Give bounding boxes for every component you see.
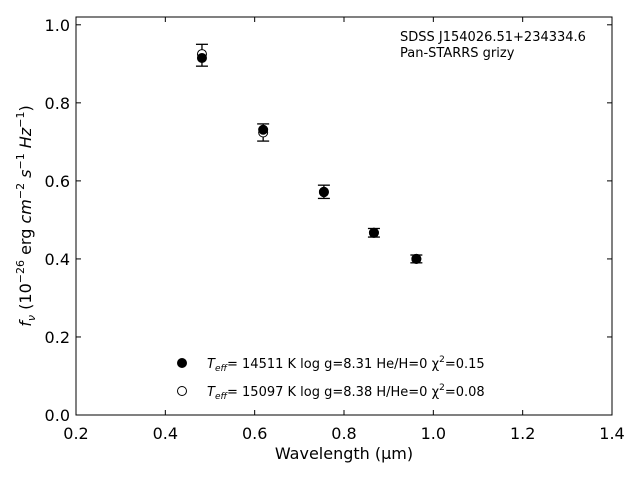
x-tick-label: 1.0 [421, 424, 446, 443]
y-tick-label: 1.0 [45, 16, 70, 35]
error-bars [195, 43, 423, 264]
model-point-filled [318, 187, 329, 198]
y-tick-label: 0.0 [45, 406, 70, 425]
x-tick-label: 1.2 [510, 424, 535, 443]
y-tick-label: 0.6 [45, 172, 70, 191]
y-axis-ticks: 0.0 0.2 0.4 0.6 0.8 1.0 [45, 16, 612, 425]
x-tick-label: 0.8 [331, 424, 356, 443]
x-tick-label: 1.4 [599, 424, 624, 443]
object-name-annotation: SDSS J154026.51+234334.6 [400, 30, 586, 45]
data-points [196, 49, 422, 264]
y-tick-label: 0.8 [45, 94, 70, 113]
y-axis-title: fν (10−26 erg cm−2 s−1 Hz−1) [14, 105, 38, 326]
x-tick-label: 0.4 [153, 424, 178, 443]
legend: Teff= 14511 K log g=8.31 He/H=0 χ2=0.15 … [177, 355, 485, 402]
x-tick-label: 0.6 [242, 424, 267, 443]
y-tick-label: 0.4 [45, 250, 70, 269]
x-axis-ticks: 0.2 0.4 0.6 0.8 1.0 1.2 1.4 [63, 17, 625, 443]
survey-annotation: Pan-STARRS grizy [400, 46, 515, 61]
x-tick-label: 0.2 [63, 424, 88, 443]
legend-marker-open [177, 386, 187, 396]
x-axis-title: Wavelength (μm) [275, 444, 413, 463]
legend-marker-filled [177, 358, 187, 368]
legend-label-model-2: Teff= 15097 K log g=8.38 H/He=0 χ2=0.08 [207, 383, 485, 402]
model-point-filled [411, 253, 422, 264]
model-point-filled [258, 124, 269, 135]
y-tick-label: 0.2 [45, 328, 70, 347]
model-point-filled [368, 227, 379, 238]
model-point-filled [196, 52, 207, 63]
plot-frame [75, 16, 613, 416]
legend-label-model-1: Teff= 14511 K log g=8.31 He/H=0 χ2=0.15 [207, 355, 485, 374]
